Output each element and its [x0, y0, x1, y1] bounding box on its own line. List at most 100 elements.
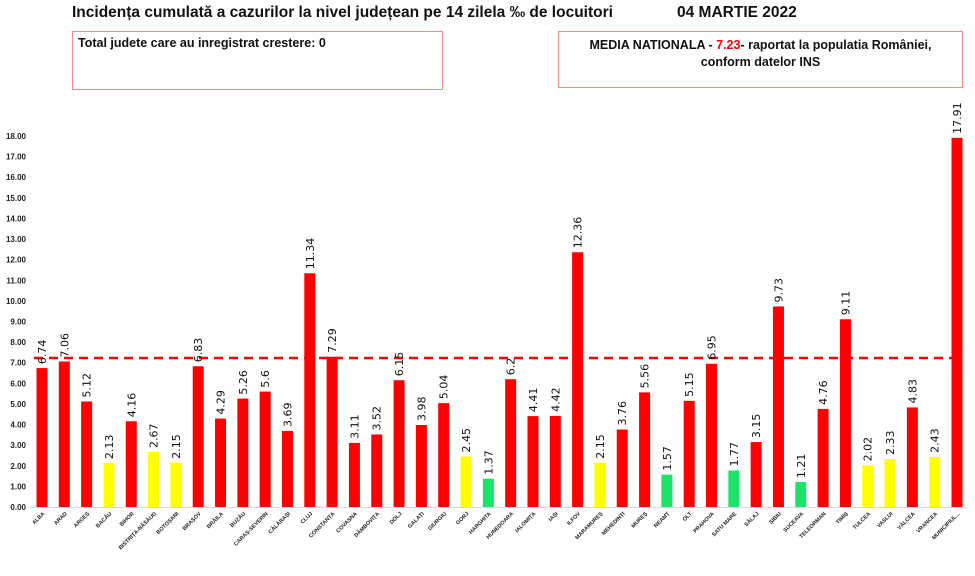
value-label: 6.2	[505, 358, 518, 376]
value-label: 7.29	[326, 328, 339, 353]
value-label: 9.73	[772, 278, 785, 303]
bar-satu-mare	[728, 470, 740, 507]
x-tick-label: GIURGIU	[427, 511, 448, 532]
value-label: 1.77	[728, 442, 741, 467]
bar-prahova	[706, 363, 718, 507]
bar-vâlcea	[906, 407, 918, 507]
value-label: 1.57	[661, 446, 674, 471]
x-tick-label: IALOMIȚA	[514, 511, 537, 534]
y-tick-label: 0.00	[10, 503, 26, 512]
national-average-line1: MEDIA NATIONALA - 7.23- raportat la popu…	[559, 37, 962, 54]
bar-gorj	[460, 456, 472, 507]
value-label: 7.06	[58, 333, 71, 358]
bar-giurgiu	[438, 403, 450, 507]
y-tick-label: 9.00	[10, 318, 26, 327]
x-tick-label: VASLUI	[876, 511, 895, 530]
bar-brașov	[192, 366, 204, 507]
y-tick-label: 15.00	[6, 194, 27, 203]
value-label: 6.95	[706, 335, 719, 360]
x-tick-label: TULCEA	[852, 511, 872, 531]
bar-dolj	[393, 380, 405, 507]
value-label: 4.76	[817, 380, 830, 405]
x-tick-label: BACĂU	[94, 510, 113, 529]
value-label: 2.45	[460, 428, 473, 453]
x-tick-label: BUZĂU	[229, 510, 248, 529]
bar-tulcea	[862, 465, 874, 507]
value-label: 9.11	[839, 291, 852, 316]
bar-cluj	[304, 273, 316, 507]
x-tick-label: SĂLAJ	[743, 510, 761, 528]
y-tick-label: 11.00	[6, 276, 26, 285]
value-label: 4.41	[527, 388, 540, 413]
bar-hunedoara	[505, 379, 517, 507]
value-label: 2.67	[148, 423, 161, 448]
value-label: 5.15	[683, 372, 696, 397]
value-label: 3.98	[415, 396, 428, 421]
value-label: 5.6	[259, 370, 272, 388]
bar-mehedinți	[616, 429, 628, 507]
value-label: 3.15	[750, 414, 763, 439]
y-tick-label: 14.00	[6, 214, 27, 223]
x-tick-label: TIMIȘ	[835, 511, 850, 526]
value-label: 4.16	[125, 393, 138, 418]
bar-bacău	[103, 463, 115, 507]
bar-ialomița	[527, 416, 539, 507]
value-label: 5.04	[438, 375, 451, 400]
value-label: 6.74	[36, 340, 49, 365]
y-tick-label: 4.00	[10, 421, 26, 430]
national-average-prefix: MEDIA NATIONALA -	[589, 38, 717, 52]
bar-vrancea	[929, 456, 941, 507]
x-tick-label: VÂLCEA	[896, 510, 917, 531]
x-tick-label: SIBIU	[768, 511, 783, 526]
x-tick-label: SUCEAVA	[783, 511, 806, 534]
y-tick-label: 13.00	[6, 235, 27, 244]
value-label: 1.37	[482, 450, 495, 474]
x-tick-label: GALAȚI	[407, 511, 426, 530]
value-label: 5.56	[639, 364, 652, 389]
y-tick-label: 8.00	[10, 338, 26, 347]
x-tick-label: PRAHOVA	[693, 511, 716, 534]
bar-suceava	[795, 482, 807, 507]
x-tick-label: BOTOȘANI	[156, 511, 181, 536]
y-tick-label: 10.00	[6, 297, 27, 306]
bar-dâmbovița	[371, 434, 383, 507]
value-label: 2.02	[862, 437, 875, 462]
bar-botoșani	[170, 462, 182, 507]
value-labels: 6.74 7.06 5.12 2.13 4.16 2.67 2.15 6.83 4.29 5.26…	[36, 102, 964, 478]
y-tick-label: 17.00	[6, 153, 27, 162]
bar-vaslui	[884, 458, 896, 507]
value-label: 4.83	[906, 379, 919, 404]
value-label: 3.69	[281, 402, 294, 427]
value-label: 17.91	[951, 102, 964, 134]
bar-neamț	[661, 474, 673, 507]
x-tick-label: ARAD	[53, 511, 68, 526]
value-label: 11.34	[304, 238, 317, 270]
national-average-value: 7.23	[716, 38, 741, 52]
x-tick-label: CLUJ	[300, 511, 314, 525]
x-tick-label: VRANCEA	[916, 511, 939, 534]
x-tick-label: NEAMȚ	[653, 511, 672, 530]
bar-caraș-severin	[259, 391, 271, 507]
report-date: 04 MARTIE 2022	[677, 4, 797, 21]
bar-buzău	[237, 398, 249, 507]
y-tick-label: 12.00	[6, 256, 27, 265]
bar-sălaj	[750, 442, 762, 507]
bar-bihor	[125, 421, 137, 507]
value-label: 2.13	[103, 435, 116, 460]
bar-covasna	[348, 442, 360, 507]
value-label: 5.26	[237, 370, 250, 394]
increase-summary-box: Total judete care au inregistrat crester…	[72, 31, 443, 90]
x-tick-label: ALBA	[31, 511, 46, 526]
y-tick-label: 18.00	[6, 132, 27, 141]
x-tick-label: BRAȘOV	[182, 511, 203, 532]
bar-olt	[683, 400, 695, 507]
x-tick-label: BRĂILA	[205, 510, 225, 530]
bar-municipiul-	[951, 137, 963, 508]
x-tick-label: CĂLĂRAȘI	[267, 510, 292, 535]
x-tick-label: GORJ	[455, 511, 470, 526]
y-tick-label: 5.00	[10, 400, 26, 409]
y-axis: 0.00 1.00 2.00 3.00 4.00 5.00 6.00 7.00 8.00 9.00…	[6, 132, 27, 512]
y-tick-label: 7.00	[10, 359, 26, 368]
bar-bistrița-năsăud	[148, 451, 160, 507]
